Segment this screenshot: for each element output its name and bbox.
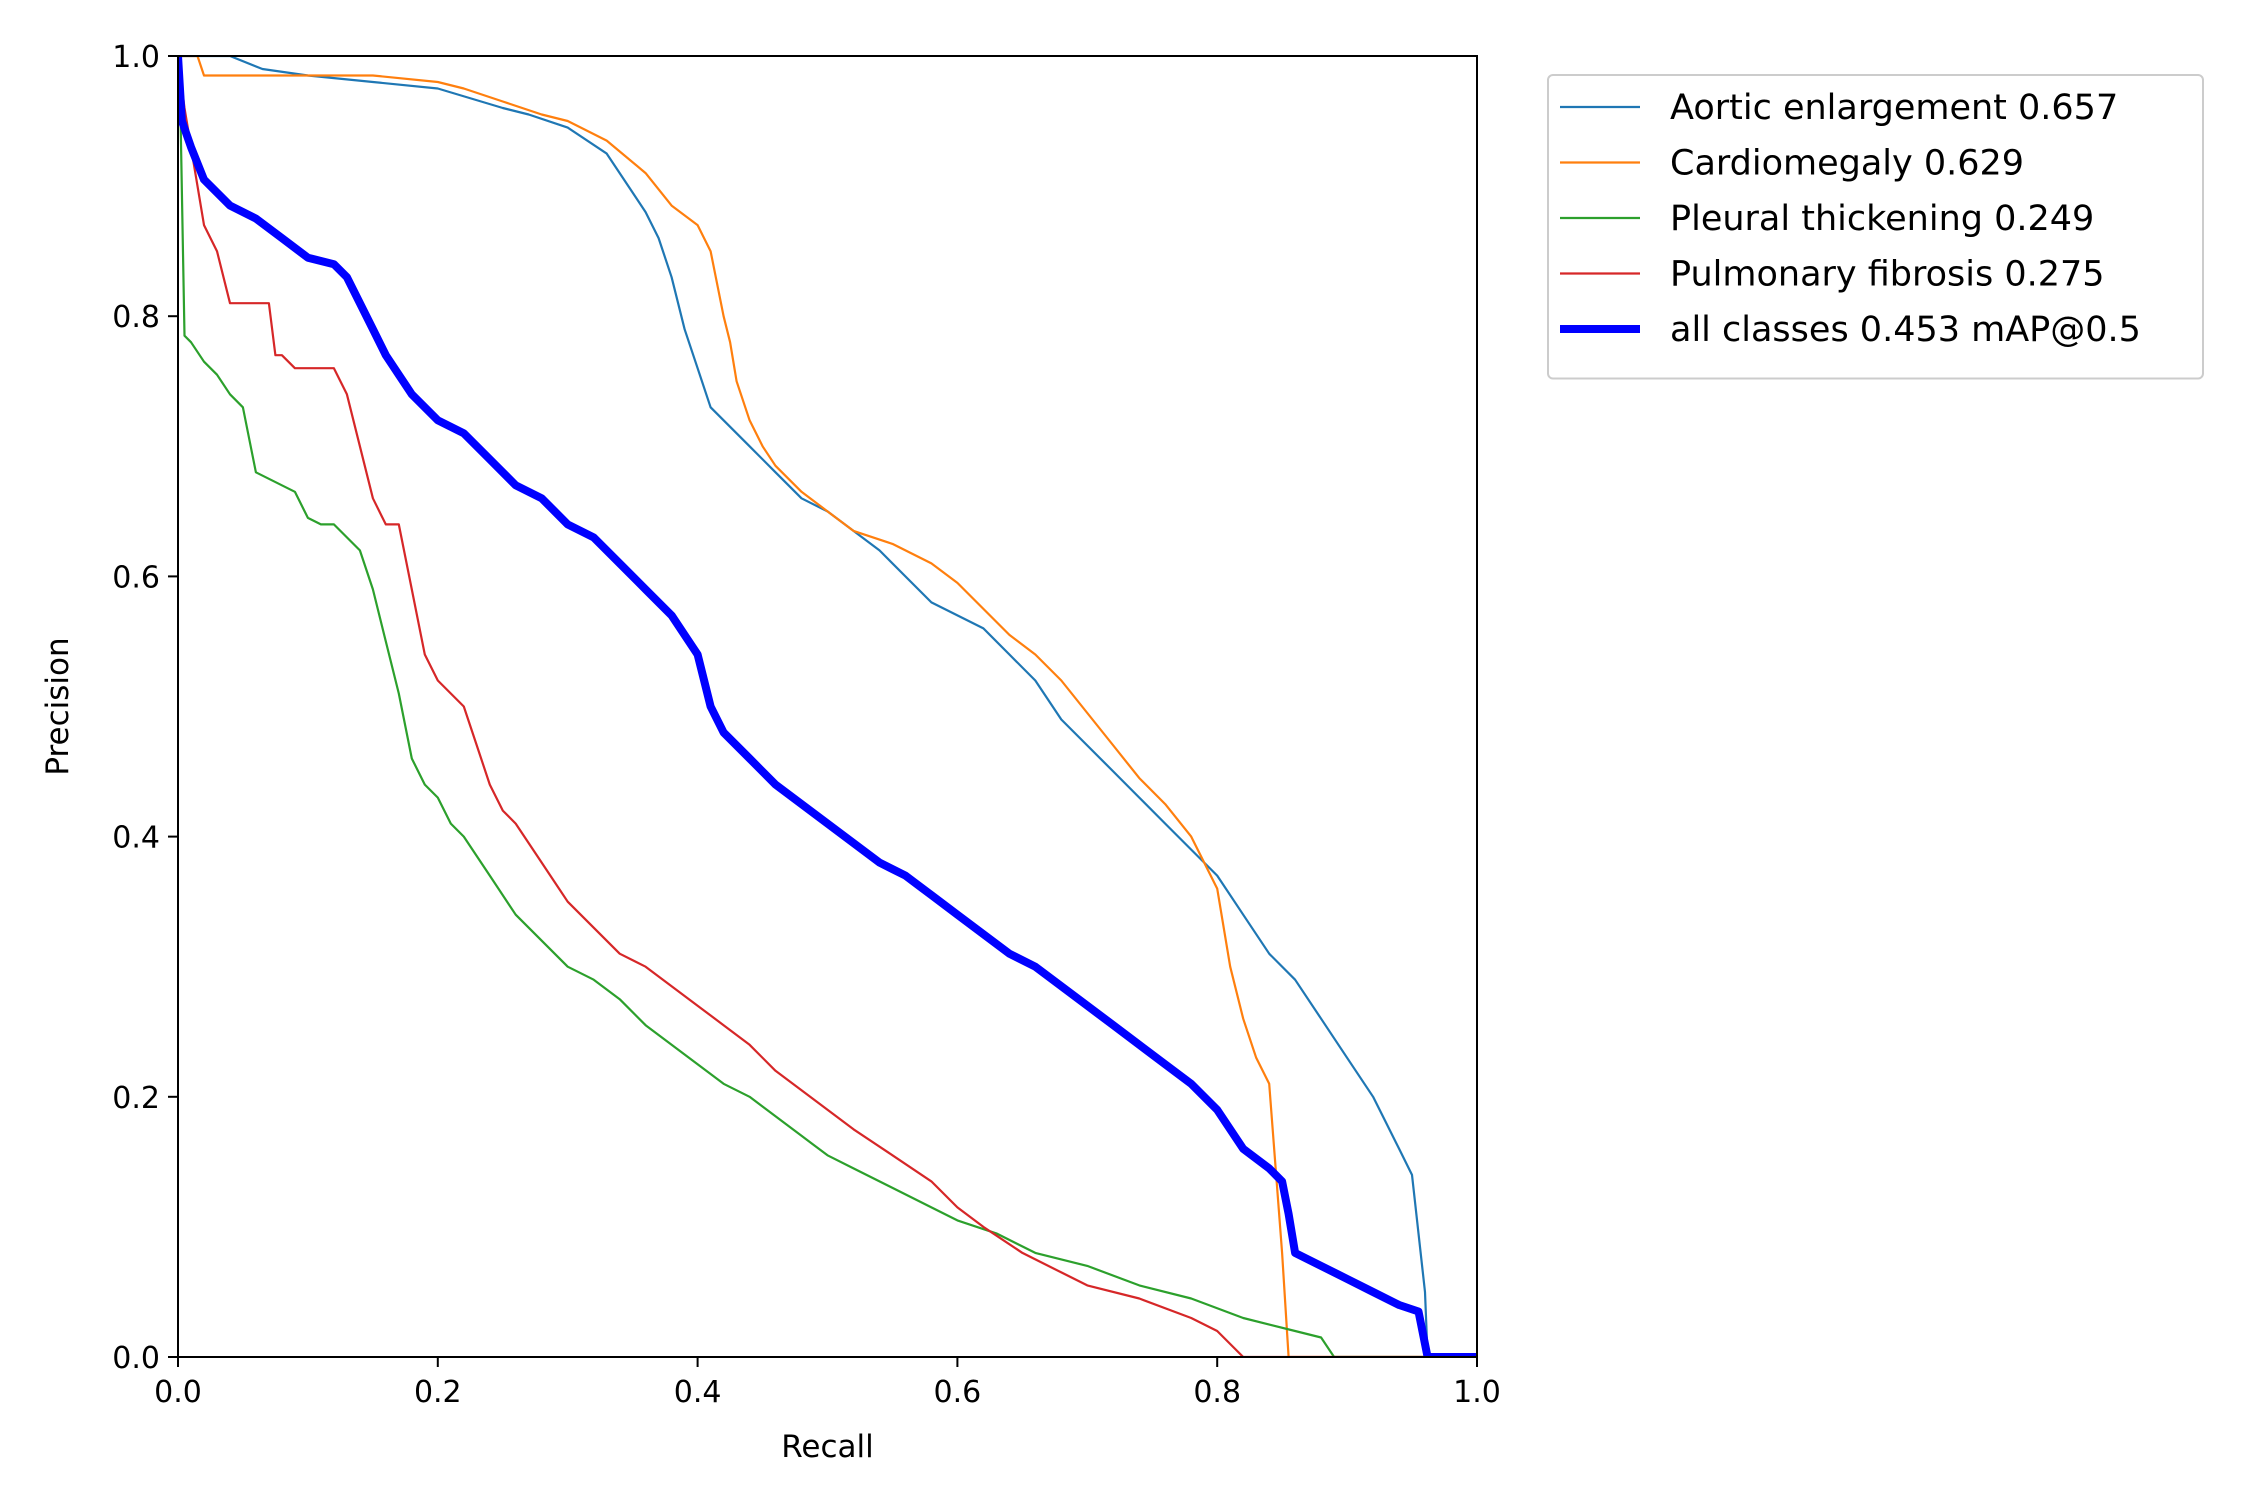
axis-ticks: 0.0 0.2 0.4 0.6 0.8 1.0 0.0 0.2 0.4 0.6 0.8 1.0 (112, 40, 1501, 1410)
x-tick-label: 0.0 (154, 1375, 202, 1410)
legend-box (1547, 74, 2204, 380)
series-line-3 (178, 56, 1477, 1357)
series-line-2 (178, 56, 1477, 1357)
x-axis-label: Recall (781, 1429, 874, 1465)
series-line-4 (178, 56, 1477, 1357)
x-tick-label: 0.4 (674, 1375, 722, 1410)
x-tick-label: 0.6 (934, 1375, 982, 1410)
y-tick-label: 0.8 (112, 300, 160, 335)
x-tick-label: 0.2 (414, 1375, 462, 1410)
y-tick-label: 0.2 (112, 1081, 160, 1116)
legend-entry-label: Aortic enlargement 0.657 (1670, 88, 2118, 128)
series-line-5 (178, 56, 1477, 1357)
y-axis-label: Precision (40, 637, 76, 775)
y-tick-label: 1.0 (112, 40, 160, 75)
legend-entry-label: Cardiomegaly 0.629 (1670, 144, 2024, 184)
plot-area-frame (177, 55, 1478, 1358)
x-tick-label: 1.0 (1453, 1375, 1501, 1410)
y-tick-label: 0.0 (112, 1341, 160, 1376)
legend: Aortic enlargement 0.657 Cardiomegaly 0.6… (1547, 74, 2204, 380)
legend-entry-label: Pulmonary fibrosis 0.275 (1670, 255, 2105, 295)
series-line-1 (178, 56, 1477, 1357)
y-tick-label: 0.4 (112, 821, 160, 856)
y-tick-label: 0.6 (112, 560, 160, 595)
x-tick-label: 0.8 (1193, 1375, 1241, 1410)
legend-entry-label: Pleural thickening 0.249 (1670, 199, 2094, 239)
legend-entry-label: all classes 0.453 mAP@0.5 (1670, 310, 2141, 350)
